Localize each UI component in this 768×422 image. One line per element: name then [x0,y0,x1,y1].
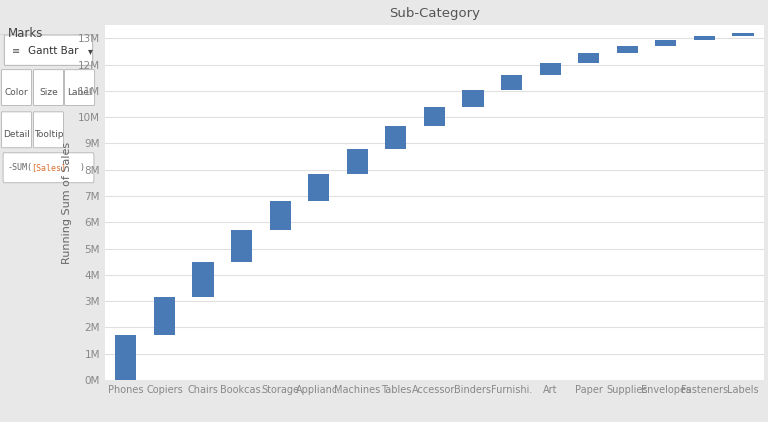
FancyBboxPatch shape [65,70,94,106]
Bar [424,107,445,127]
Bar [655,40,677,46]
Text: ): ) [80,163,84,173]
Text: Gantt Bar: Gantt Bar [28,46,78,56]
FancyBboxPatch shape [34,70,64,106]
Bar [231,230,252,262]
Bar [346,149,368,174]
Bar [694,36,715,40]
FancyBboxPatch shape [34,112,64,148]
Text: Size: Size [39,88,58,97]
FancyBboxPatch shape [3,153,94,183]
Text: Detail: Detail [3,130,30,139]
Y-axis label: Running Sum of Sales: Running Sum of Sales [62,141,72,264]
FancyBboxPatch shape [2,70,31,106]
Bar [193,262,214,297]
Bar [154,297,175,335]
Text: Color: Color [5,88,28,97]
Bar [539,63,561,75]
Text: ▾: ▾ [88,46,93,56]
FancyBboxPatch shape [2,112,31,148]
Text: ≡: ≡ [12,46,20,56]
Text: Label: Label [68,88,92,97]
FancyBboxPatch shape [5,35,93,65]
Bar [308,174,329,201]
Bar [386,127,406,149]
Text: [Sales]: [Sales] [31,163,66,173]
Bar [462,89,484,107]
Bar [578,54,599,63]
Bar [501,75,522,89]
Text: Marks: Marks [8,27,43,41]
Text: -SUM(: -SUM( [8,163,33,173]
Bar [270,201,291,230]
Title: Sub-Category: Sub-Category [389,7,480,20]
Text: Tooltip: Tooltip [34,130,63,139]
Bar [617,46,638,54]
Bar [115,335,137,380]
Bar [733,33,753,36]
